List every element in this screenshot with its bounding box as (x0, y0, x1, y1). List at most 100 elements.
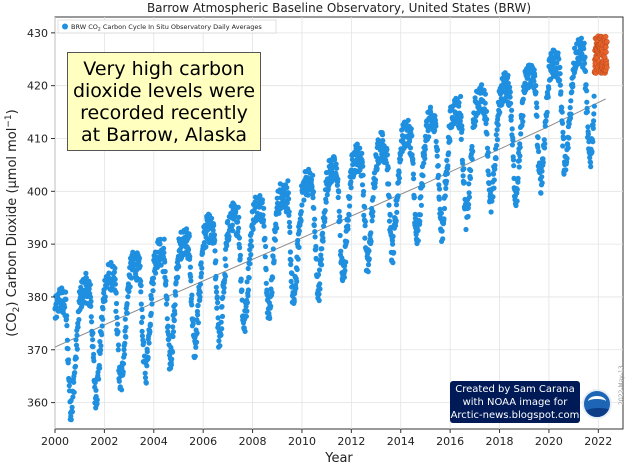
co2-point (440, 236, 446, 242)
co2-point (345, 226, 351, 232)
co2-point (484, 145, 491, 151)
co2-point (209, 215, 215, 221)
date-stamp: 2022-May-13 (618, 365, 625, 405)
co2-point (483, 120, 489, 127)
co2-point (74, 332, 80, 338)
co2-point (508, 113, 514, 119)
co2-point (418, 202, 424, 208)
co2-point (140, 314, 146, 320)
co2-point (198, 260, 204, 266)
co2-point (516, 157, 523, 163)
co2-point (456, 100, 462, 106)
co2-point (359, 150, 365, 156)
x-tick-label: 2010 (288, 435, 316, 448)
co2-point (316, 267, 323, 273)
co2-point (508, 117, 514, 123)
co2-point (591, 118, 597, 124)
co2-point (68, 417, 74, 423)
co2-point (197, 281, 204, 287)
co2-point (584, 88, 590, 94)
co2-point (138, 301, 144, 307)
co2-point (515, 179, 521, 185)
co2-point (163, 278, 169, 284)
co2-point (146, 340, 152, 346)
co2-point (186, 233, 192, 239)
co2-point (343, 259, 349, 265)
co2-point (494, 127, 500, 133)
co2-point (213, 258, 219, 264)
co2-point (102, 298, 108, 304)
co2-point (365, 269, 371, 275)
co2-point (145, 354, 151, 360)
wave-icon (584, 408, 610, 417)
co2-point (396, 175, 402, 181)
co2-point (195, 302, 201, 308)
co2-point (313, 256, 319, 262)
co2-point (370, 209, 376, 215)
co2-point (469, 156, 475, 162)
co2-point (541, 137, 547, 143)
co2-point (434, 147, 441, 153)
legend-label: BRW CO2 Carbon Cycle In Situ Observatory… (71, 23, 262, 33)
co2-point (183, 226, 190, 232)
co2-point (194, 339, 200, 345)
co2-point (520, 119, 526, 125)
co2-point (70, 394, 76, 400)
co2-point (310, 195, 316, 201)
co2-point (460, 160, 466, 166)
co2-point (260, 217, 267, 223)
co2-point (90, 344, 96, 350)
co2-point (99, 332, 105, 338)
co2-point (560, 129, 566, 135)
co2-point (76, 317, 82, 323)
co2-point (147, 321, 153, 327)
credit-line-1: Created by Sam Carana (455, 383, 575, 395)
co2-point (395, 193, 401, 199)
co2-point (291, 298, 297, 305)
co2-point (534, 104, 540, 110)
co2-point (542, 141, 548, 147)
co2-point (223, 263, 229, 269)
co2-point (284, 200, 290, 206)
co2-point (362, 223, 368, 229)
co2-point (427, 104, 434, 110)
co2-point (426, 134, 432, 140)
co2-point (213, 284, 219, 290)
co2-point (495, 122, 501, 128)
co2-point (264, 287, 270, 293)
y-tick-label: 360 (27, 397, 48, 410)
co2-point (396, 179, 402, 185)
co2-point (533, 89, 539, 95)
co2-point (333, 161, 339, 167)
co2-point (579, 51, 585, 57)
co2-point (520, 113, 526, 119)
co2-point (190, 321, 196, 327)
co2-point (335, 194, 341, 201)
co2-point (164, 316, 170, 322)
x-axis-ticks: 2000 2002 2004 2006 2008 2010 2012 2014 2016 2018… (41, 429, 612, 448)
y-tick-label: 370 (27, 344, 48, 357)
co2-point (170, 324, 176, 330)
co2-point (346, 212, 352, 218)
co2-point (158, 262, 164, 268)
co2-point (337, 232, 343, 239)
co2-point (384, 152, 390, 158)
co2-point (141, 339, 147, 345)
co2-point (236, 214, 242, 220)
co2-point (247, 261, 253, 267)
co2-point (138, 289, 144, 295)
co2-point (138, 278, 144, 284)
co2-point (259, 197, 265, 203)
co2-point (513, 202, 519, 209)
co2-point (533, 100, 540, 106)
co2-point (544, 109, 550, 115)
co2-point (539, 180, 545, 186)
co2-point (64, 313, 70, 319)
co2-point (88, 314, 94, 320)
co2-point (213, 289, 220, 295)
co2-point (417, 212, 423, 218)
co2-point (442, 193, 448, 199)
recent-point (604, 64, 610, 71)
co2-point (420, 173, 426, 179)
co2-point (459, 126, 465, 133)
